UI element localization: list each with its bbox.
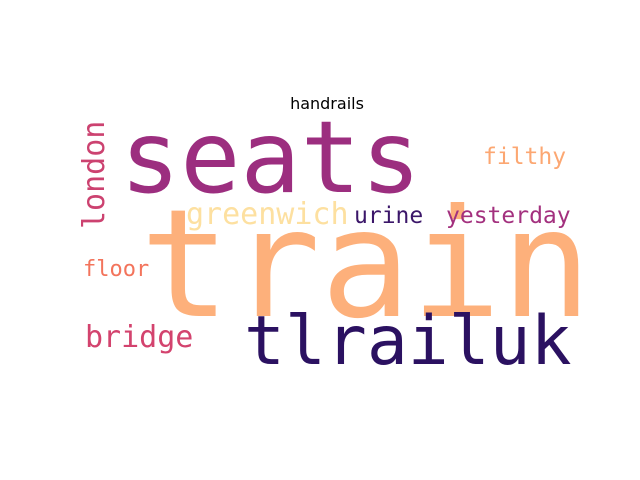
word-yesterday: yesterday xyxy=(446,203,571,229)
word-train: train xyxy=(140,178,592,352)
word-greenwich: greenwich xyxy=(186,197,349,232)
word-london: london xyxy=(77,120,112,229)
word-bridge: bridge xyxy=(85,320,194,355)
word-urine: urine xyxy=(354,203,424,229)
word-cloud-title: handrails xyxy=(290,94,364,113)
word-tlrailuk: tlrailuk xyxy=(244,302,572,381)
word-floor: floor xyxy=(83,257,150,282)
word-filthy: filthy xyxy=(483,144,567,170)
word-seats: seats xyxy=(120,99,422,216)
